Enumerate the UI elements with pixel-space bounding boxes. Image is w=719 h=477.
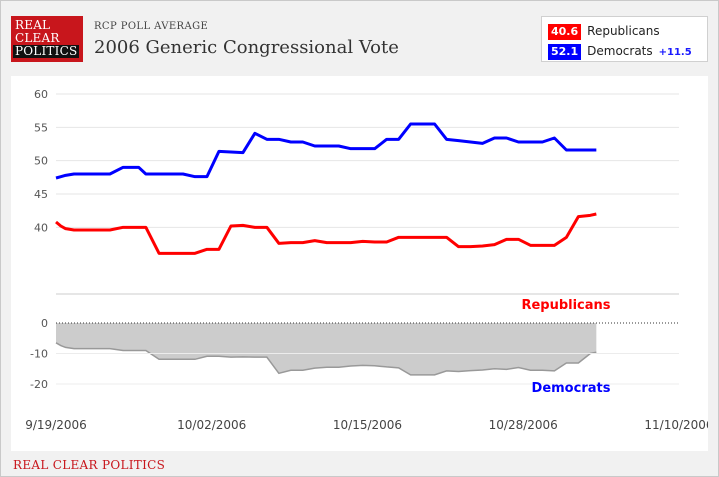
chart-header: REAL CLEAR POLITICS RCP POLL AVERAGE 200…	[1, 1, 718, 76]
y-tick-label-bottom: -20	[30, 378, 48, 391]
series-line-democrats	[55, 122, 597, 180]
x-tick-label: 11/10/2006	[644, 418, 708, 432]
y-tick-label: 60	[34, 88, 48, 101]
legend-box: 40.6 Republicans 52.1 Democrats +11.5	[541, 16, 708, 62]
legend-item-republicans: 40.6 Republicans	[548, 23, 660, 40]
spread-line	[55, 342, 597, 376]
legend-label-republicans: Republicans	[587, 24, 660, 38]
chart-svg: 40 45 50 55 60 0 -10 -20 Republicans Democrats 9/1…	[25, 88, 713, 432]
series-line-republicans	[55, 212, 597, 255]
x-tick-label: 10/15/2006	[333, 418, 402, 432]
chart-title: 2006 Generic Congressional Vote	[94, 37, 399, 58]
logo-line-1: REAL	[15, 18, 51, 32]
label-democrats: Democrats	[532, 381, 611, 396]
y-tick-label-bottom: -10	[30, 348, 48, 361]
y-tick-label: 55	[34, 121, 48, 134]
x-tick-label: 10/02/2006	[177, 418, 246, 432]
footer-source: REAL CLEAR POLITICS	[13, 458, 166, 472]
spread-area	[56, 323, 597, 375]
logo-line-2: CLEAR	[15, 31, 60, 45]
y-tick-label: 40	[34, 221, 48, 234]
x-tick-label: 10/28/2006	[489, 418, 558, 432]
democrat-value-badge: 52.1	[548, 44, 582, 60]
y-tick-label: 50	[34, 155, 48, 168]
y-tick-label: 45	[34, 188, 48, 201]
legend-label-democrats: Democrats	[587, 44, 653, 58]
rcp-logo: REAL CLEAR POLITICS	[11, 16, 83, 62]
chart-kicker: RCP POLL AVERAGE	[94, 21, 209, 32]
y-tick-label-bottom: 0	[41, 317, 48, 330]
legend-item-democrats: 52.1 Democrats +11.5	[548, 43, 692, 60]
spread-value: +11.5	[658, 47, 692, 58]
republican-value-badge: 40.6	[548, 24, 582, 40]
x-tick-label: 9/19/2006	[25, 418, 87, 432]
label-republicans: Republicans	[521, 298, 610, 313]
logo-line-3: POLITICS	[13, 44, 80, 58]
plot-area: 40 45 50 55 60 0 -10 -20 Republicans Democrats 9/1…	[11, 76, 714, 451]
